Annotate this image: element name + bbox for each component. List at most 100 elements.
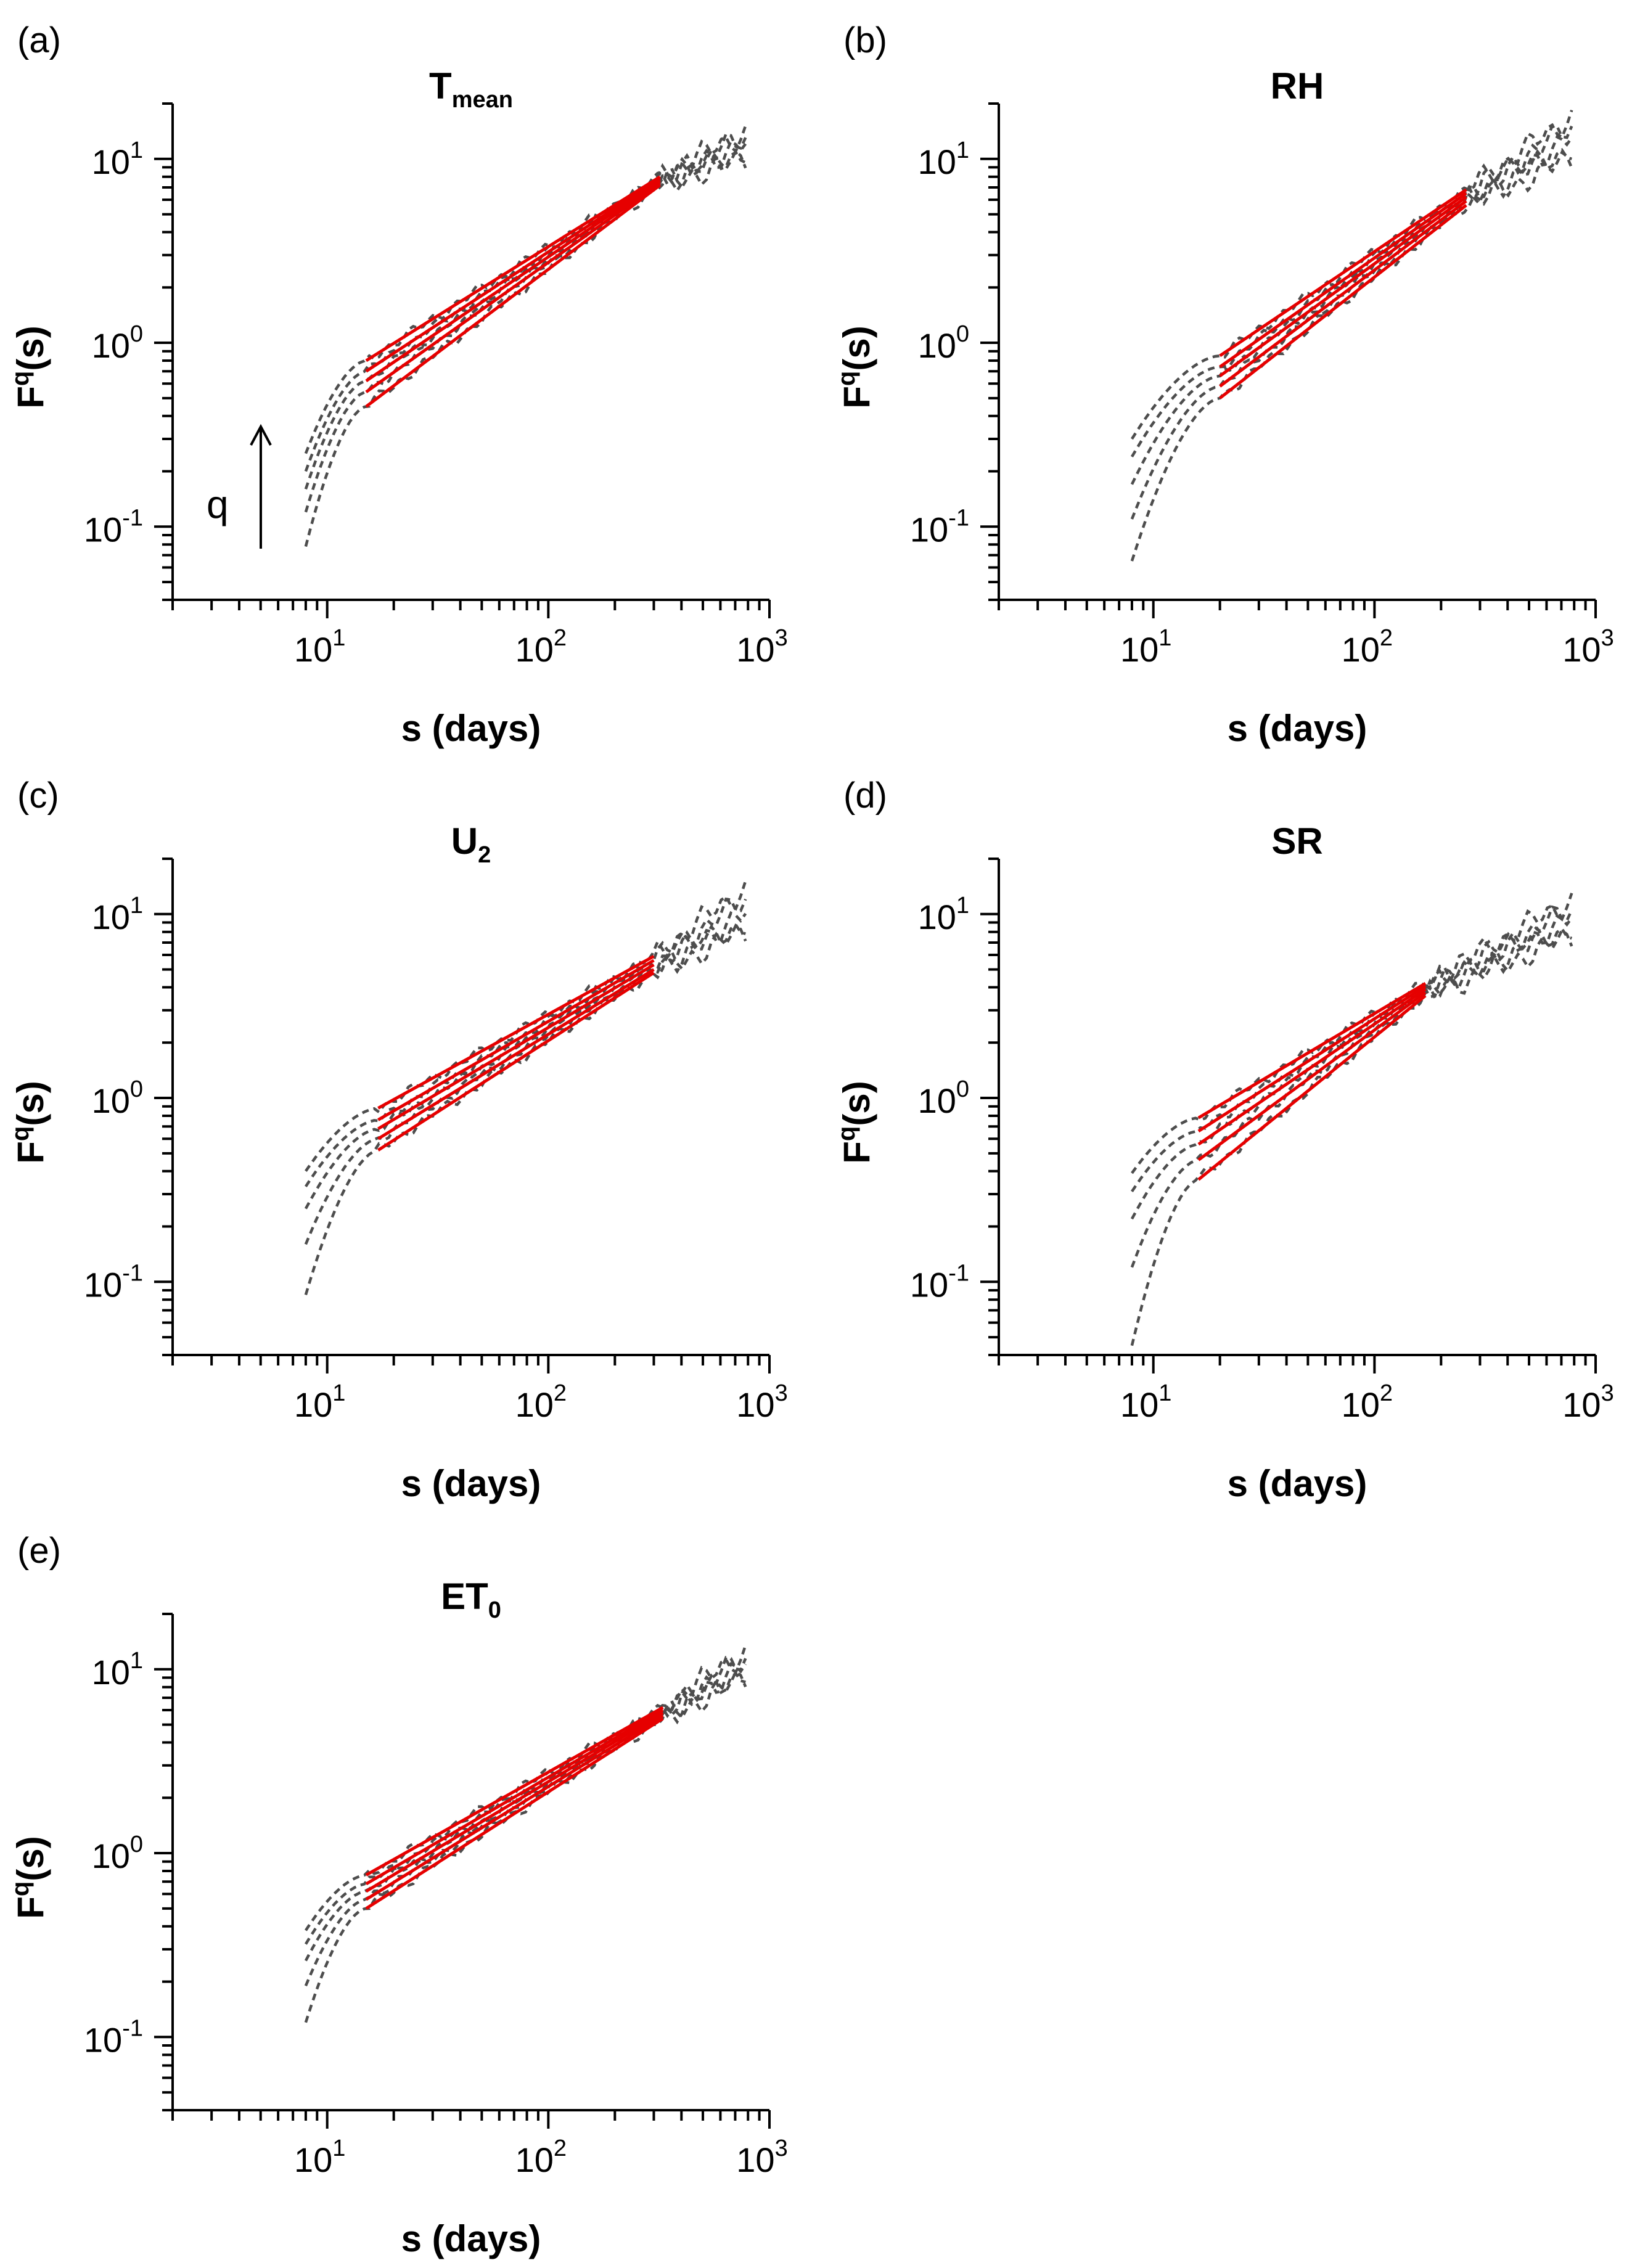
x-tick-label: 102 (515, 2135, 567, 2179)
y-tick-label: 100 (918, 321, 969, 365)
y-tick-label: 101 (92, 137, 143, 181)
panel-c: (c) U2 101 102 103 10-1 100 101 s (days) Fq(s) (7, 776, 788, 1504)
fit-line-q2 (1197, 991, 1427, 1161)
panel-label: (a) (17, 20, 61, 60)
fit-line-q2 (377, 968, 655, 1140)
x-axis-label: s (days) (1228, 1463, 1367, 1504)
chart-title: U2 (451, 821, 491, 868)
fit-line-q3 (1219, 195, 1467, 377)
y-tick-label: 10-1 (84, 505, 143, 549)
x-tick-label: 103 (736, 1380, 787, 1424)
y-tick-label: 10-1 (84, 1260, 143, 1304)
fit-line-q5 (365, 175, 661, 362)
fit-line-q2 (365, 1714, 664, 1901)
chart-title-subscript: 0 (488, 1597, 501, 1623)
y-axis-label: Fq(s) (833, 325, 877, 408)
x-tick-label: 101 (294, 2135, 345, 2179)
fit-line-q1 (1197, 994, 1427, 1181)
chart-title: ET0 (441, 1576, 501, 1623)
x-tick-label: 102 (515, 625, 567, 669)
data-series-q1 (1130, 928, 1573, 1346)
fit-line-q5 (1197, 982, 1427, 1120)
y-tick-label: 100 (918, 1076, 969, 1120)
fit-line-q5 (377, 954, 655, 1110)
chart-title-main: RH (1271, 65, 1324, 107)
fit-line-q4 (377, 959, 655, 1121)
panel-d: (d) SR 101 102 103 10-1 100 101 s (days) Fq(s) (833, 776, 1614, 1504)
fit-line-q4 (365, 1708, 664, 1886)
y-tick-label: 10-1 (84, 2015, 143, 2059)
q-arrow-head (250, 424, 272, 446)
x-tick-label: 103 (1562, 625, 1613, 669)
x-axis-label: s (days) (401, 2218, 541, 2259)
panel-a: (a) Tmean 101 102 103 10-1 100 101 s (days) Fq(s)… (7, 20, 788, 749)
x-tick-label: 102 (1342, 1380, 1393, 1424)
x-tick-label: 101 (1120, 625, 1171, 669)
data-series-q3 (1130, 135, 1573, 485)
y-axis-label: Fq(s) (7, 1081, 51, 1163)
chart-title-main: U (451, 821, 478, 862)
panel-label: (b) (843, 20, 887, 60)
y-tick-label: 10-1 (910, 505, 969, 549)
panel-label: (d) (843, 776, 887, 816)
data-series-q1 (304, 149, 747, 547)
data-series-q3 (304, 139, 747, 490)
y-tick-label: 100 (92, 1076, 143, 1120)
fit-line-q5 (1219, 188, 1467, 358)
data-series-q1 (1130, 150, 1573, 562)
fit-line-q3 (1197, 988, 1427, 1146)
y-tick-label: 101 (918, 137, 969, 181)
x-axis-label: s (days) (1228, 708, 1367, 749)
fit-line-q3 (365, 1711, 664, 1893)
fit-line-q5 (365, 1706, 664, 1877)
panel-label: (c) (17, 776, 59, 816)
chart-title-main: ET (441, 1576, 488, 1617)
chart-title-main: T (429, 65, 452, 107)
chart-title-subscript: 2 (478, 842, 491, 868)
x-axis-label: s (days) (401, 708, 541, 749)
data-series-q1 (304, 1669, 747, 2023)
chart-title: SR (1271, 821, 1322, 862)
y-axis-label: Fq(s) (7, 1836, 51, 1918)
chart-title: Tmean (429, 65, 513, 113)
x-tick-label: 103 (736, 625, 787, 669)
x-tick-label: 103 (1562, 1380, 1613, 1424)
fit-line-q4 (1197, 985, 1427, 1132)
fit-line-q4 (1219, 192, 1467, 369)
q-annotation: q (207, 482, 229, 526)
data-series-q5 (1131, 109, 1573, 440)
x-tick-label: 103 (736, 2135, 787, 2179)
data-series-q3 (304, 911, 747, 1210)
x-axis-label: s (days) (401, 1463, 541, 1504)
y-tick-label: 10-1 (910, 1260, 969, 1304)
y-tick-label: 100 (92, 1832, 143, 1875)
data-series-q5 (304, 125, 747, 454)
x-tick-label: 102 (515, 1380, 567, 1424)
chart-title-subscript: mean (452, 87, 513, 113)
fit-line-q1 (377, 971, 655, 1152)
y-tick-label: 101 (92, 1648, 143, 1692)
y-tick-label: 101 (918, 893, 969, 936)
y-axis-label: Fq(s) (7, 325, 51, 408)
fit-line-q1 (365, 184, 662, 408)
fit-line-q1 (365, 1717, 664, 1910)
panel-b: (b) RH 101 102 103 10-1 100 101 s (days) Fq(s) (833, 20, 1614, 749)
fit-line-q3 (377, 963, 655, 1131)
x-tick-label: 102 (1342, 625, 1393, 669)
data-series-q2 (1130, 148, 1573, 520)
data-series-q2 (304, 1671, 746, 1987)
y-axis-label: Fq(s) (833, 1081, 877, 1163)
x-tick-label: 101 (294, 625, 345, 669)
panel-e: (e) ET0 101 102 103 10-1 100 101 s (days) Fq(s) (7, 1531, 788, 2259)
data-series-q3 (304, 1662, 747, 1962)
chart-title: RH (1271, 65, 1324, 107)
data-series-q3 (1130, 914, 1573, 1220)
data-series-q5 (305, 1644, 747, 1931)
data-series-q5 (305, 880, 747, 1172)
data-series-q2 (304, 922, 747, 1245)
data-series-q2 (304, 147, 747, 513)
fit-line-q4 (365, 177, 661, 373)
fit-line-q3 (365, 179, 661, 383)
x-tick-label: 101 (1120, 1380, 1171, 1424)
